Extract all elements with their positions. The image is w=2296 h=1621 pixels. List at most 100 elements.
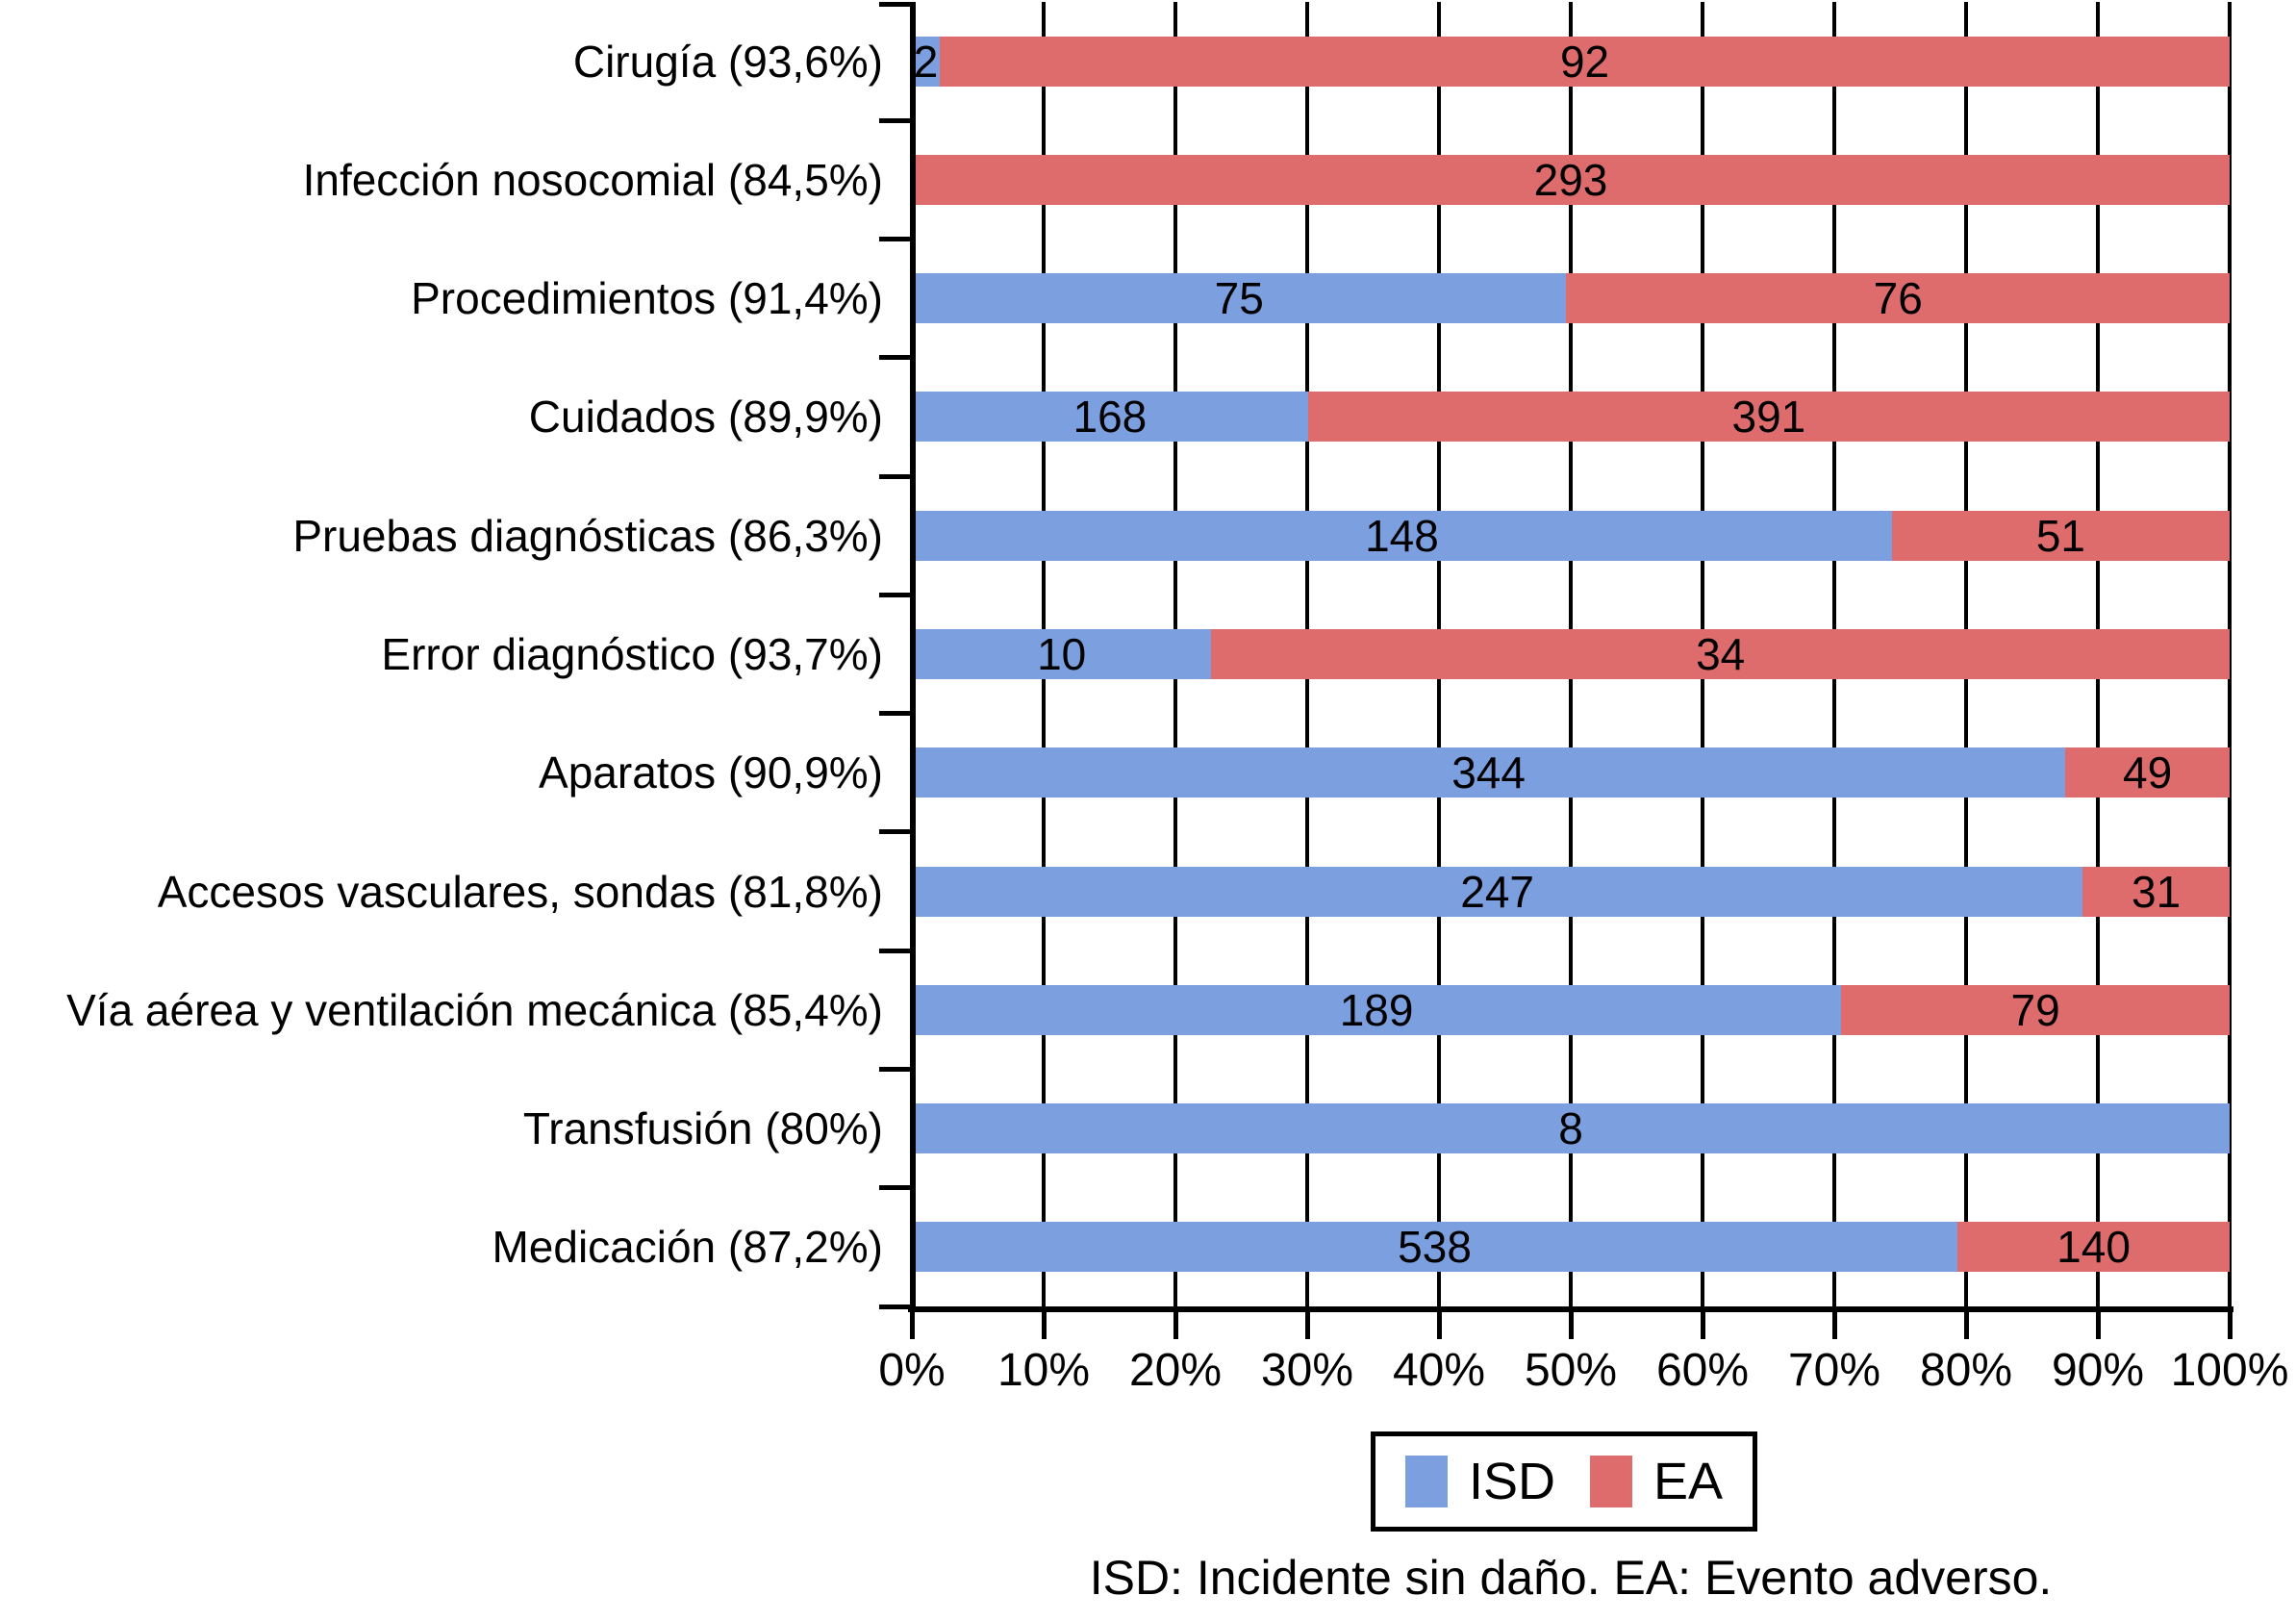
x-tick-label: 90% (2051, 1345, 2145, 1396)
category-label: Pruebas diagnósticas (86,3%) (292, 510, 883, 561)
y-tick (879, 2, 912, 7)
bar-segment-isd: 148 (912, 510, 1892, 561)
bar-row: 8 (912, 1103, 2230, 1154)
bar-segment-ea: 140 (1957, 1222, 2230, 1273)
bar-row: 148 51 (912, 510, 2230, 561)
bar-segment-isd: 168 (912, 392, 1308, 443)
x-tick-label: 60% (1655, 1345, 1750, 1396)
bar-segment-ea: 92 (940, 36, 2230, 87)
category-label: Cuidados (89,9%) (528, 392, 883, 443)
y-tick (879, 1304, 912, 1309)
y-tick (879, 1185, 912, 1191)
bar-segment-ea: 293 (912, 154, 2230, 205)
bar-segment-isd: 538 (912, 1222, 1958, 1273)
category-label: Infección nosocomial (84,5%) (302, 154, 883, 205)
bar-value-label: 148 (1365, 510, 1439, 561)
bar-value-label: 391 (1731, 392, 1806, 443)
y-tick (879, 237, 912, 242)
category-label: Cirugía (93,6%) (572, 36, 883, 87)
bar-segment-isd: 10 (912, 629, 1212, 679)
category-label: Error diagnóstico (93,7%) (381, 628, 883, 679)
x-tick-label: 70% (1787, 1345, 1881, 1396)
bar-segment-ea: 391 (1307, 392, 2230, 443)
footnote: ISD: Incidente sin daño. EA: Evento adve… (1089, 1551, 2053, 1605)
x-tick-label: 100% (2170, 1345, 2289, 1396)
bar-row: 293 (912, 154, 2230, 205)
x-tick (1568, 1306, 1574, 1339)
bar-segment-ea: 49 (2065, 747, 2230, 798)
x-tick-label: 0% (878, 1345, 946, 1396)
bar-segment-isd: 189 (912, 984, 1842, 1035)
bar-row: 247 31 (912, 866, 2230, 917)
y-tick (879, 711, 912, 717)
bar-value-label: 51 (2035, 510, 2086, 561)
bar-row: 189 79 (912, 984, 2230, 1035)
bar-row: 538 140 (912, 1222, 2230, 1273)
bar-row: 168 391 (912, 392, 2230, 443)
bar-segment-isd: 75 (912, 273, 1567, 324)
y-tick (879, 473, 912, 479)
bar-row: 344 49 (912, 747, 2230, 798)
y-axis-line (910, 2, 916, 1312)
bar-segment-isd: 344 (912, 747, 2066, 798)
x-tick (2227, 1306, 2233, 1339)
legend-swatch-isd (1404, 1456, 1448, 1507)
y-tick (879, 829, 912, 835)
bar-segment-ea: 79 (1841, 984, 2230, 1035)
x-tick (1304, 1306, 1310, 1339)
bar-value-label: 2 (913, 36, 939, 87)
category-label: Procedimientos (91,4%) (411, 273, 883, 324)
bar-value-label: 189 (1339, 984, 1414, 1035)
category-label: Vía aérea y ventilación mecánica (85,4%) (66, 984, 883, 1035)
category-label: Medicación (87,2%) (492, 1222, 883, 1273)
legend-label-isd: ISD (1468, 1453, 1555, 1510)
legend-item-ea: EA (1589, 1452, 1724, 1511)
bar-segment-isd: 247 (912, 866, 2083, 917)
bar-value-label: 8 (1558, 1103, 1583, 1154)
x-tick-label: 80% (1919, 1345, 2013, 1396)
bar-value-label: 75 (1214, 273, 1264, 324)
plot-area: 2 92 293 75 76 168 391 148 51 10 34 344 49 247 31 189 79… (912, 2, 2232, 1306)
legend-swatch-ea (1589, 1456, 1632, 1507)
bar-segment-ea: 51 (1891, 510, 2230, 561)
x-tick-label: 20% (1128, 1345, 1223, 1396)
bar-value-label: 168 (1072, 392, 1148, 443)
x-tick-label: 50% (1524, 1345, 1618, 1396)
gridline (2228, 2, 2232, 1306)
bar-row: 75 76 (912, 273, 2230, 324)
legend-label-ea: EA (1653, 1453, 1724, 1510)
bar-row: 10 34 (912, 629, 2230, 679)
y-tick (879, 117, 912, 123)
category-label: Accesos vasculares, sondas (81,8%) (157, 866, 883, 917)
x-tick (1041, 1306, 1047, 1339)
category-label: Aparatos (90,9%) (539, 747, 883, 798)
bar-row: 2 92 (912, 36, 2230, 87)
bar-value-label: 247 (1460, 866, 1534, 917)
x-tick-label: 40% (1392, 1345, 1486, 1396)
bar-value-label: 538 (1398, 1222, 1472, 1273)
bar-segment-isd: 2 (912, 36, 941, 87)
x-tick (2095, 1306, 2101, 1339)
x-tick-label: 10% (997, 1345, 1091, 1396)
category-label: Transfusión (80%) (522, 1103, 883, 1154)
x-tick (909, 1306, 915, 1339)
bar-value-label: 293 (1533, 154, 1608, 205)
bar-value-label: 49 (2122, 747, 2173, 798)
legend: ISD EA (1371, 1431, 1757, 1532)
y-tick (879, 1066, 912, 1072)
bar-value-label: 344 (1451, 747, 1526, 798)
y-tick (879, 948, 912, 953)
legend-item-isd: ISD (1404, 1452, 1555, 1511)
bar-value-label: 92 (1559, 36, 1610, 87)
bar-segment-ea: 76 (1566, 273, 2230, 324)
x-tick (1173, 1306, 1178, 1339)
x-tick (1963, 1306, 1969, 1339)
x-tick (1700, 1306, 1705, 1339)
bar-segment-ea: 31 (2082, 866, 2230, 917)
x-tick (1436, 1306, 1442, 1339)
bar-value-label: 31 (2132, 866, 2182, 917)
bar-segment-isd: 8 (912, 1103, 2230, 1154)
x-tick-label: 30% (1260, 1345, 1354, 1396)
x-tick (1831, 1306, 1837, 1339)
y-tick (879, 592, 912, 597)
